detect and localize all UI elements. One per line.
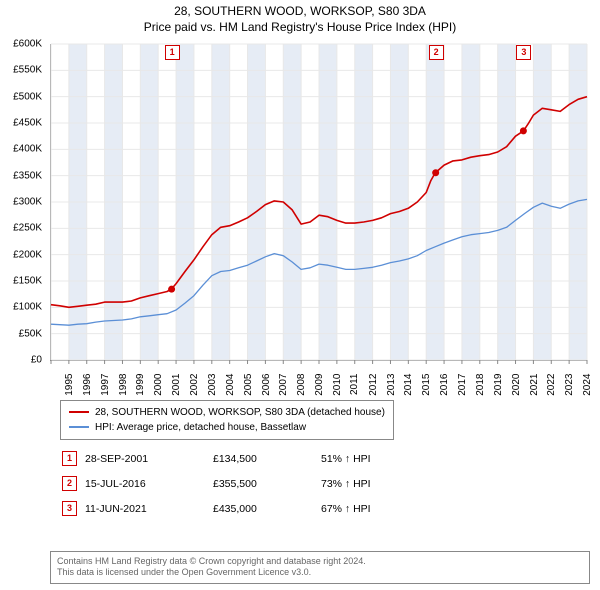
sales-row: 2 15-JUL-2016£355,50073% ↑ HPI: [62, 472, 377, 495]
y-tick-label: £50K: [19, 328, 42, 339]
sales-pct: 73% ↑ HPI: [321, 472, 377, 495]
x-tick-label: 1997: [99, 374, 110, 396]
x-tick-label: 2011: [349, 374, 360, 396]
x-axis-labels: 1995 1996 1997 1998 1999 2000 2001 2002 2003 2004…: [50, 362, 586, 402]
sales-date: 28-SEP-2001: [85, 447, 211, 470]
sales-row: 1 28-SEP-2001£134,50051% ↑ HPI: [62, 447, 377, 470]
title-line-1: 28, SOUTHERN WOOD, WORKSOP, S80 3DA: [0, 4, 600, 20]
chart-marker-3: 3: [516, 45, 531, 60]
footer-line-1: Contains HM Land Registry data © Crown c…: [57, 556, 583, 568]
sales-table: 1 28-SEP-2001£134,50051% ↑ HPI 2 15-JUL-201…: [60, 445, 379, 522]
x-tick-label: 2017: [457, 374, 468, 396]
x-tick-label: 2010: [332, 374, 343, 396]
x-tick-label: 2009: [314, 374, 325, 396]
x-tick-label: 2018: [475, 374, 486, 396]
x-tick-label: 2016: [439, 374, 450, 396]
sales-price: £435,000: [213, 497, 319, 520]
legend-label-property: 28, SOUTHERN WOOD, WORKSOP, S80 3DA (det…: [95, 407, 385, 418]
y-tick-label: £350K: [13, 170, 42, 181]
sales-price: £134,500: [213, 447, 319, 470]
chart-marker-2: 2: [429, 45, 444, 60]
sales-price: £355,500: [213, 472, 319, 495]
x-tick-label: 2008: [296, 374, 307, 396]
legend-label-hpi: HPI: Average price, detached house, Bass…: [95, 422, 306, 433]
y-tick-label: £100K: [13, 302, 42, 313]
x-tick-label: 2002: [189, 374, 200, 396]
x-tick-label: 2001: [171, 374, 182, 396]
x-tick-label: 2020: [510, 374, 521, 396]
legend-box: 28, SOUTHERN WOOD, WORKSOP, S80 3DA (det…: [60, 400, 394, 440]
x-tick-label: 1999: [135, 374, 146, 396]
y-axis-labels: £0£50K£100K£150K£200K£250K£300K£350K£400…: [0, 44, 46, 360]
x-tick-label: 2022: [546, 374, 557, 396]
title-line-2: Price paid vs. HM Land Registry's House …: [0, 20, 600, 36]
x-tick-label: 2015: [421, 374, 432, 396]
y-tick-label: £250K: [13, 223, 42, 234]
x-tick-label: 1995: [64, 374, 75, 396]
plot-area: 1 2 3: [50, 44, 587, 361]
x-tick-label: 2003: [207, 374, 218, 396]
x-tick-label: 2012: [367, 374, 378, 396]
y-tick-label: £600K: [13, 39, 42, 50]
sales-pct: 51% ↑ HPI: [321, 447, 377, 470]
sales-date: 15-JUL-2016: [85, 472, 211, 495]
y-tick-label: £500K: [13, 91, 42, 102]
chart-svg: [51, 44, 587, 360]
x-tick-label: 2013: [385, 374, 396, 396]
x-tick-label: 2005: [242, 374, 253, 396]
x-tick-label: 2004: [225, 374, 236, 396]
legend-swatch-property: [69, 411, 89, 413]
sales-marker-icon: 3: [62, 501, 77, 516]
y-tick-label: £400K: [13, 144, 42, 155]
footer-licence: Contains HM Land Registry data © Crown c…: [50, 551, 590, 584]
legend-swatch-hpi: [69, 426, 89, 428]
sales-marker-icon: 2: [62, 476, 77, 491]
chart-title: 28, SOUTHERN WOOD, WORKSOP, S80 3DA Pric…: [0, 0, 600, 35]
y-tick-label: £150K: [13, 276, 42, 287]
x-tick-label: 1998: [117, 374, 128, 396]
x-tick-label: 2014: [403, 374, 414, 396]
sales-date: 11-JUN-2021: [85, 497, 211, 520]
y-tick-label: £200K: [13, 249, 42, 260]
x-tick-label: 2006: [260, 374, 271, 396]
legend-row-hpi: HPI: Average price, detached house, Bass…: [69, 420, 385, 435]
footer-line-2: This data is licensed under the Open Gov…: [57, 567, 583, 579]
y-tick-label: £450K: [13, 118, 42, 129]
x-tick-label: 1996: [82, 374, 93, 396]
sales-marker-icon: 1: [62, 451, 77, 466]
legend-row-property: 28, SOUTHERN WOOD, WORKSOP, S80 3DA (det…: [69, 405, 385, 420]
x-tick-label: 2007: [278, 374, 289, 396]
y-tick-label: £0: [31, 355, 42, 366]
chart-container: 28, SOUTHERN WOOD, WORKSOP, S80 3DA Pric…: [0, 0, 600, 590]
sales-pct: 67% ↑ HPI: [321, 497, 377, 520]
x-tick-label: 2021: [528, 374, 539, 396]
x-tick-label: 2000: [153, 374, 164, 396]
sales-row: 3 11-JUN-2021£435,00067% ↑ HPI: [62, 497, 377, 520]
y-tick-label: £550K: [13, 65, 42, 76]
y-tick-label: £300K: [13, 197, 42, 208]
x-tick-label: 2019: [493, 374, 504, 396]
x-tick-label: 2023: [564, 374, 575, 396]
chart-marker-1: 1: [165, 45, 180, 60]
x-tick-label: 2024: [582, 374, 593, 396]
